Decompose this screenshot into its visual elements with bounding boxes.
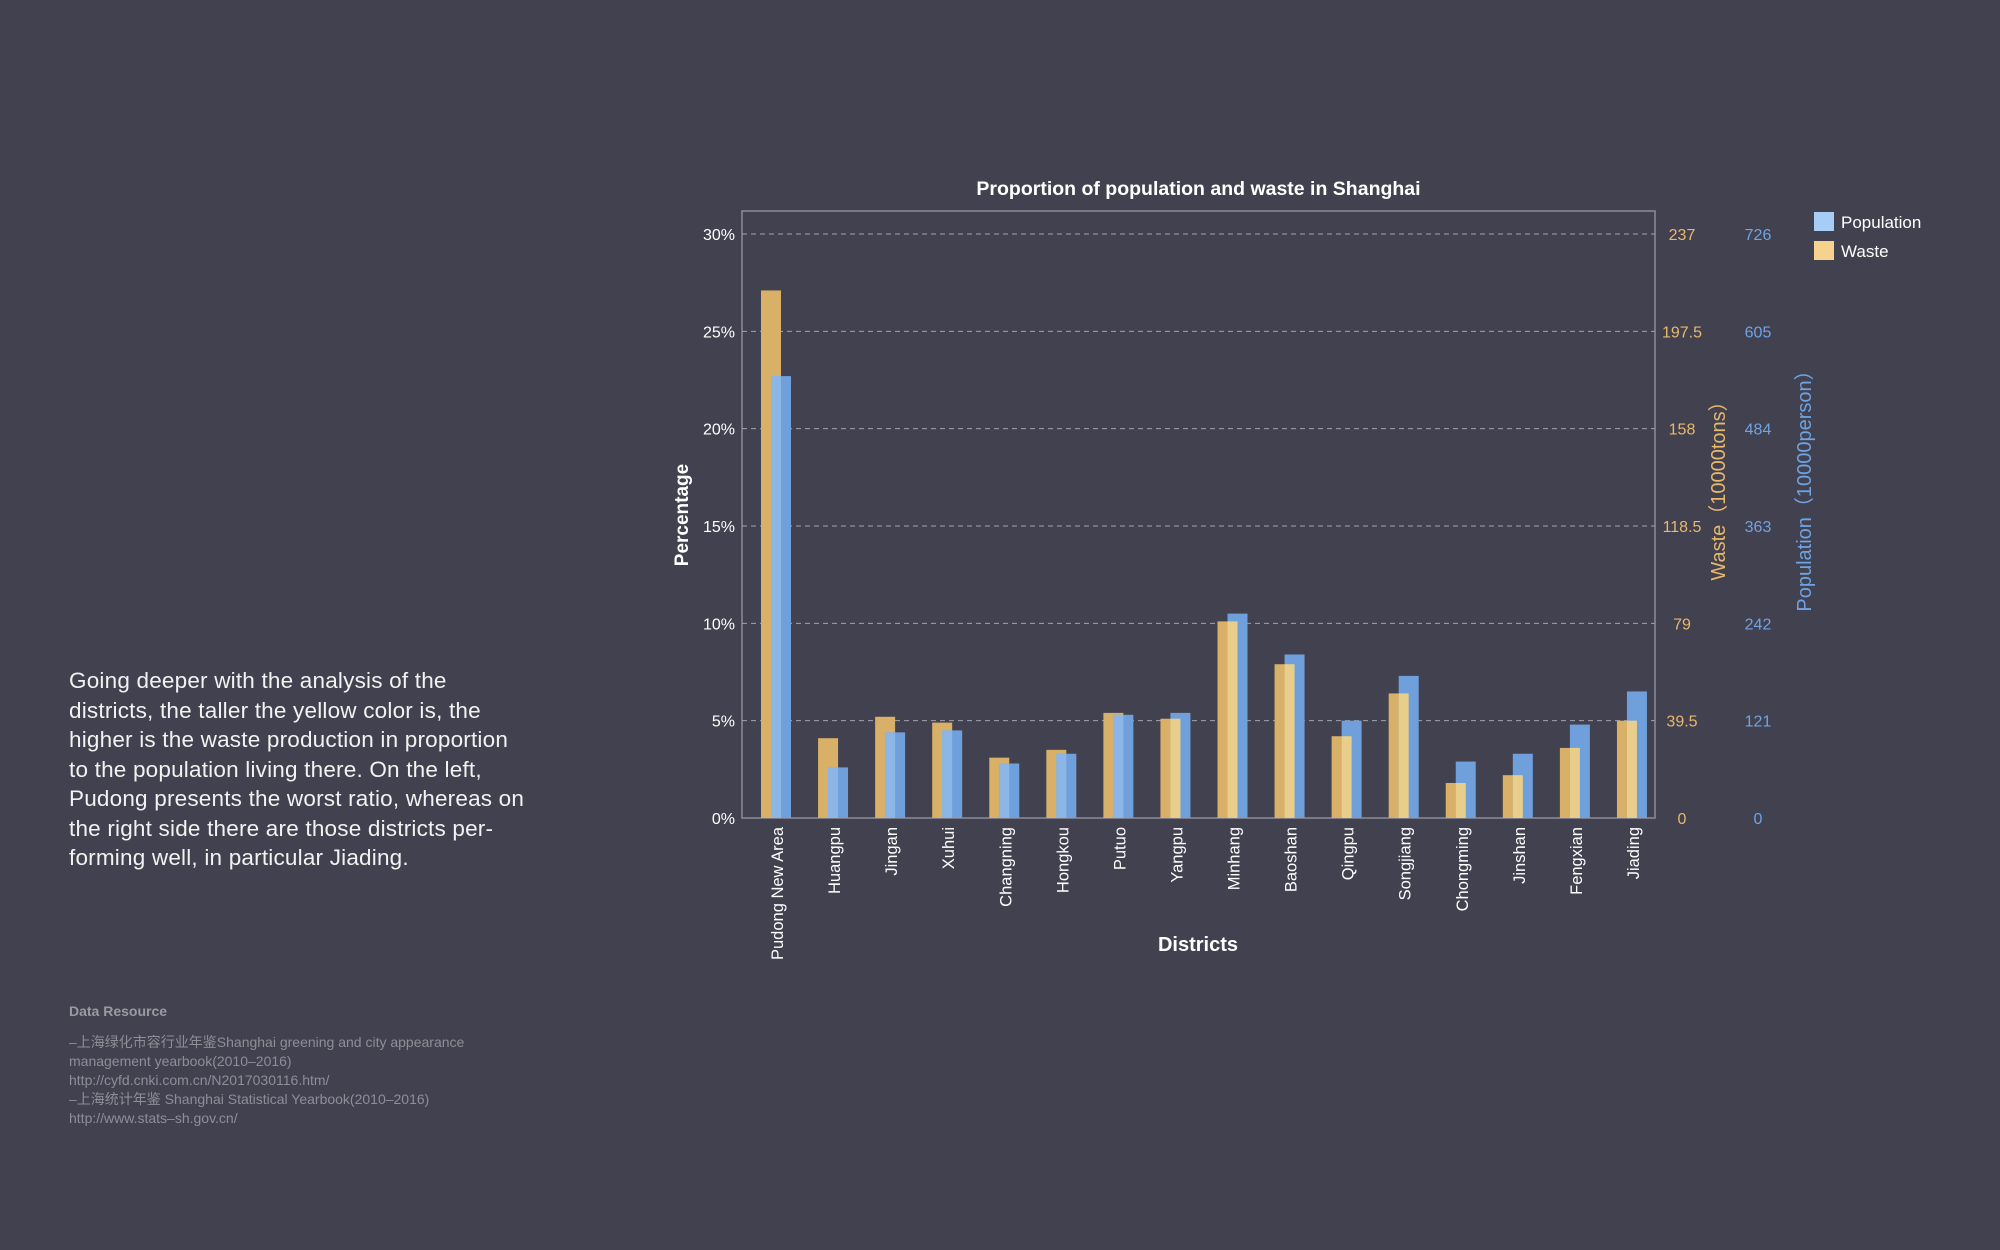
overlap-segment [1626, 720, 1637, 818]
legend-swatch-waste [1814, 241, 1834, 260]
x-tick-label: Pudong New Area [769, 826, 787, 960]
x-tick-label: Jingan [883, 827, 901, 876]
data-resource-line: management yearbook(2010–2016) [69, 1053, 292, 1069]
waste-tick-label: 39.5 [1666, 714, 1697, 731]
x-tick-label: Hongkou [1054, 827, 1072, 893]
legend-label-population: Population [1841, 213, 1921, 232]
legend-swatch-population [1814, 212, 1834, 231]
description-line: Going deeper with the analysis of the [69, 668, 447, 693]
overlap-segment [771, 376, 781, 818]
overlap-segment [1284, 664, 1295, 818]
data-resource-list: –上海绿化市容行业年鉴Shanghai greening and city ap… [69, 1033, 549, 1128]
x-axis-title: Districts [1158, 934, 1238, 956]
description-line: to the population living there. On the l… [69, 756, 482, 782]
plot-frame [741, 210, 1656, 819]
overlap-segment [999, 763, 1010, 818]
x-tick-label: Chongming [1454, 827, 1472, 911]
population-tick-label: 242 [1745, 616, 1772, 633]
x-tick-label: Qingpu [1340, 827, 1358, 880]
description-line: districts, the taller the yellow color i… [69, 697, 481, 723]
overlap-segment [1170, 718, 1181, 818]
x-tick-label: Yangpu [1168, 827, 1186, 883]
x-tick-label: Putuo [1111, 827, 1129, 870]
waste-tick-label: 118.5 [1663, 519, 1702, 536]
y-axis-title: Percentage [672, 464, 693, 566]
x-tick-label: Jinshan [1511, 827, 1529, 884]
y-tick-label: 15% [703, 519, 735, 536]
overlap-segment [828, 767, 839, 818]
waste-tick-label: 197.5 [1662, 324, 1702, 341]
data-resource-line: –上海绿化市容行业年鉴Shanghai greening and city ap… [69, 1034, 465, 1050]
description-text: Going deeper with the analysis of the di… [69, 666, 589, 873]
data-resource-line: http://cyfd.cnki.com.cn/N2017030116.htm/ [69, 1072, 330, 1088]
description-line: the right side there are those districts… [69, 815, 494, 841]
x-tick-label: Jiading [1625, 827, 1643, 879]
y-tick-label: 20% [703, 422, 735, 439]
chart-title: Proportion of population and waste in Sh… [976, 178, 1420, 200]
x-tick-label: Minhang [1226, 827, 1244, 890]
waste-axis-title: Waste（10000tons） [1707, 391, 1730, 580]
x-tick-label: Fengxian [1568, 827, 1586, 895]
x-tick-label: Baoshan [1283, 827, 1301, 892]
x-tick-label: Songjiang [1397, 827, 1415, 900]
overlap-segment [1455, 782, 1466, 818]
data-resource-line: –上海统计年鉴 Shanghai Statistical Yearbook(20… [69, 1091, 430, 1107]
waste-tick-label: 0 [1678, 811, 1687, 828]
overlap-segment [942, 730, 953, 818]
population-tick-label: 605 [1745, 324, 1772, 341]
overlap-segment [885, 732, 896, 818]
overlap-segment [1398, 693, 1409, 818]
y-tick-label: 5% [712, 714, 735, 731]
legend-label-waste: Waste [1841, 242, 1889, 261]
data-resource-line: http://www.stats–sh.gov.cn/ [69, 1110, 238, 1126]
waste-tick-label: 79 [1673, 616, 1691, 633]
overlap-segment [1569, 747, 1580, 818]
population-tick-label: 121 [1745, 714, 1772, 731]
overlap-segment [1056, 753, 1067, 818]
population-tick-label: 484 [1745, 422, 1772, 439]
population-tick-label: 0 [1754, 811, 1763, 828]
overlap-segment [1512, 775, 1523, 818]
y-tick-label: 30% [703, 227, 735, 244]
data-resource-title: Data Resource [69, 1003, 168, 1019]
overlap-segment [1341, 736, 1352, 818]
description-line: higher is the waste production in propor… [69, 727, 509, 752]
x-tick-label: Huangpu [826, 827, 844, 894]
y-tick-label: 0% [712, 811, 735, 828]
y-tick-label: 25% [703, 324, 735, 341]
y-tick-label: 10% [703, 616, 735, 633]
waste-tick-label: 237 [1669, 227, 1696, 244]
overlap-segment [1113, 714, 1124, 818]
description-line: Pudong presents the worst ratio, whereas… [69, 786, 525, 811]
waste-tick-label: 158 [1669, 422, 1696, 439]
x-tick-label: Changning [997, 827, 1015, 907]
x-tick-label: Xuhui [940, 827, 958, 869]
population-tick-label: 726 [1745, 227, 1772, 244]
population-tick-label: 363 [1745, 519, 1772, 536]
overlap-segment [1227, 621, 1238, 818]
population-axis-title: Population（10000person） [1793, 360, 1816, 611]
description-line: forming well, in particular Jiading. [69, 845, 409, 870]
